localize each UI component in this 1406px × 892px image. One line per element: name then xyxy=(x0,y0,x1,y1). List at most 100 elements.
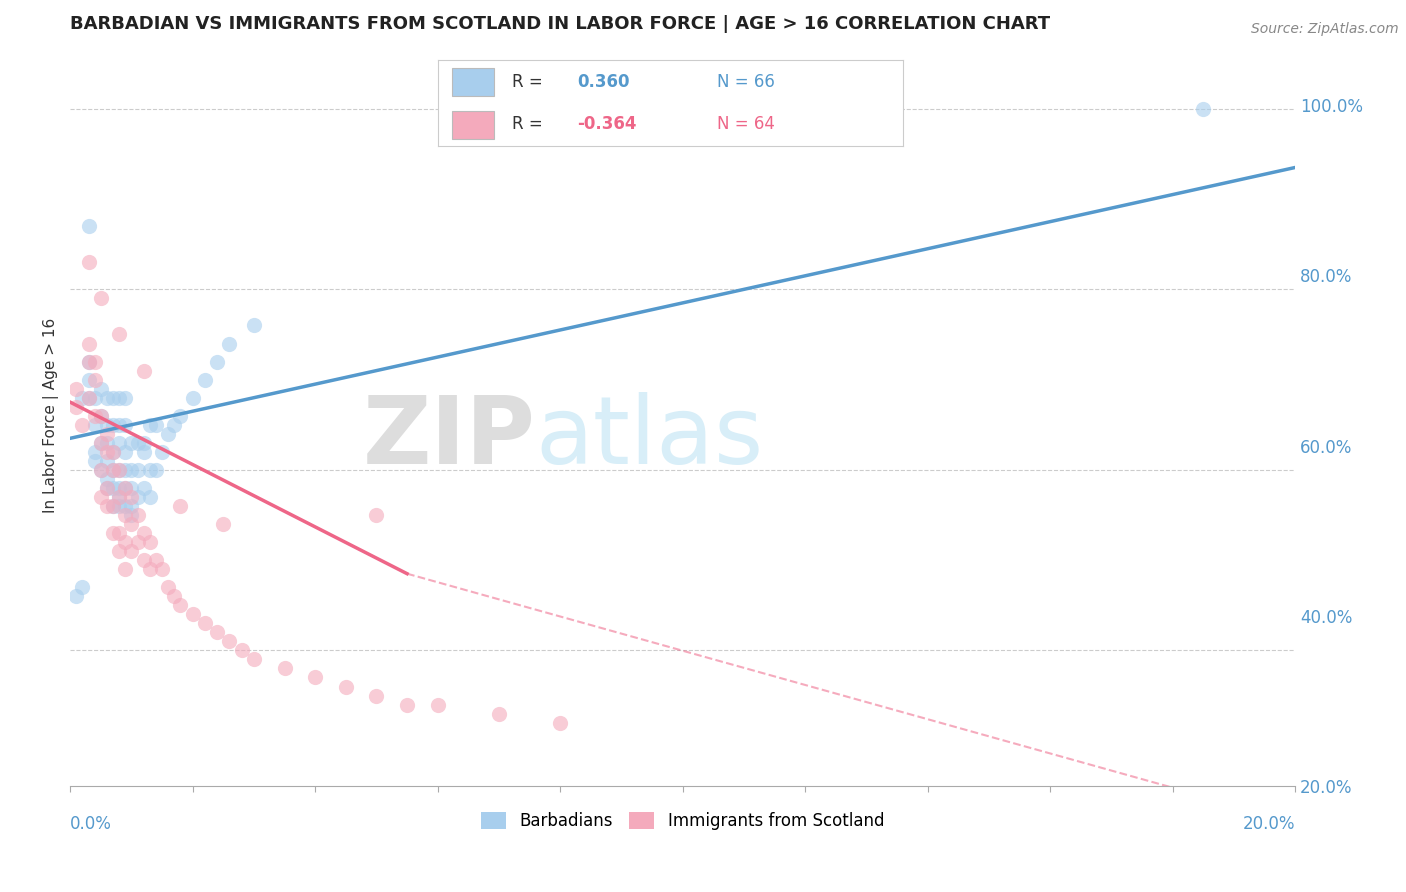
Point xyxy=(243,652,266,666)
Point xyxy=(101,499,124,513)
Point xyxy=(139,535,162,549)
Point xyxy=(114,391,136,405)
Point xyxy=(132,526,155,541)
Point xyxy=(96,417,118,432)
Text: Source: ZipAtlas.com: Source: ZipAtlas.com xyxy=(1251,22,1399,37)
Point xyxy=(114,445,136,459)
Point xyxy=(145,553,167,567)
Point xyxy=(231,643,253,657)
Point xyxy=(181,607,204,622)
Point xyxy=(121,508,143,522)
Point xyxy=(127,535,149,549)
Point xyxy=(108,463,131,477)
Point xyxy=(114,499,136,513)
Point xyxy=(426,698,449,712)
Point xyxy=(96,391,118,405)
Point xyxy=(90,435,112,450)
Point xyxy=(114,481,136,495)
Point xyxy=(96,435,118,450)
Point xyxy=(108,327,131,342)
Point xyxy=(96,499,118,513)
Point xyxy=(181,391,204,405)
Point xyxy=(90,292,112,306)
Point xyxy=(77,336,100,351)
Point xyxy=(396,698,419,712)
Point xyxy=(90,435,112,450)
Point xyxy=(72,417,94,432)
Point xyxy=(212,516,235,531)
Point xyxy=(108,481,131,495)
Point xyxy=(108,544,131,558)
Point xyxy=(101,417,124,432)
Point xyxy=(132,363,155,377)
Point xyxy=(77,373,100,387)
Point xyxy=(114,562,136,576)
Point xyxy=(108,490,131,504)
Point xyxy=(139,490,162,504)
Point xyxy=(101,463,124,477)
Text: atlas: atlas xyxy=(536,392,763,484)
Point xyxy=(90,490,112,504)
Point xyxy=(121,490,143,504)
Text: ZIP: ZIP xyxy=(363,392,536,484)
Point xyxy=(127,463,149,477)
Point xyxy=(114,463,136,477)
Point xyxy=(157,426,180,441)
Point xyxy=(163,417,186,432)
Point xyxy=(114,508,136,522)
Point xyxy=(121,435,143,450)
Point xyxy=(150,562,173,576)
Point xyxy=(101,445,124,459)
Point xyxy=(96,426,118,441)
Point xyxy=(101,499,124,513)
Legend: Barbadians, Immigrants from Scotland: Barbadians, Immigrants from Scotland xyxy=(474,805,891,837)
Point xyxy=(108,463,131,477)
Point xyxy=(169,599,191,613)
Point xyxy=(96,481,118,495)
Point xyxy=(127,490,149,504)
Point xyxy=(77,391,100,405)
Text: BARBADIAN VS IMMIGRANTS FROM SCOTLAND IN LABOR FORCE | AGE > 16 CORRELATION CHAR: BARBADIAN VS IMMIGRANTS FROM SCOTLAND IN… xyxy=(70,15,1050,33)
Point xyxy=(139,463,162,477)
Point xyxy=(90,409,112,423)
Point xyxy=(114,417,136,432)
Point xyxy=(83,445,105,459)
Point xyxy=(77,391,100,405)
Point xyxy=(72,391,94,405)
Point xyxy=(139,417,162,432)
Point xyxy=(132,445,155,459)
Point xyxy=(121,544,143,558)
Point xyxy=(77,219,100,234)
Text: 20.0%: 20.0% xyxy=(1243,815,1295,833)
Point xyxy=(335,680,357,694)
Point xyxy=(65,382,87,396)
Point xyxy=(163,589,186,603)
Point xyxy=(77,354,100,368)
Point xyxy=(65,400,87,414)
Point xyxy=(114,535,136,549)
Point xyxy=(205,354,228,368)
Point xyxy=(304,671,326,685)
Point xyxy=(121,499,143,513)
Point xyxy=(96,445,118,459)
Point xyxy=(121,516,143,531)
Point xyxy=(121,481,143,495)
Point xyxy=(83,417,105,432)
Point xyxy=(96,454,118,468)
Point xyxy=(169,499,191,513)
Point xyxy=(108,435,131,450)
Point xyxy=(96,472,118,486)
Point xyxy=(108,499,131,513)
Point xyxy=(132,481,155,495)
Point xyxy=(205,625,228,640)
Point xyxy=(83,373,105,387)
Point xyxy=(488,706,510,721)
Point xyxy=(121,463,143,477)
Point xyxy=(101,463,124,477)
Point xyxy=(243,318,266,333)
Point xyxy=(90,409,112,423)
Point xyxy=(139,562,162,576)
Point xyxy=(127,508,149,522)
Point xyxy=(132,435,155,450)
Point xyxy=(72,580,94,594)
